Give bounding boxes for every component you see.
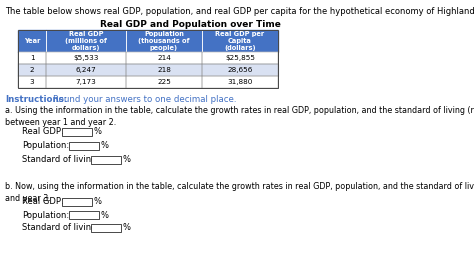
Bar xyxy=(126,64,202,76)
Text: 31,880: 31,880 xyxy=(228,79,253,85)
Bar xyxy=(126,52,202,64)
Text: Real GDP:: Real GDP: xyxy=(22,198,64,206)
Text: Real GDP per
Capita
(dollars): Real GDP per Capita (dollars) xyxy=(216,31,264,51)
Text: b. Now, using the information in the table, calculate the growth rates in real G: b. Now, using the information in the tab… xyxy=(5,182,474,203)
Text: 2: 2 xyxy=(30,67,34,73)
Text: Population
(thousands of
people): Population (thousands of people) xyxy=(138,31,190,51)
Text: Population:: Population: xyxy=(22,210,69,219)
Text: %: % xyxy=(101,210,109,219)
Bar xyxy=(46,76,126,88)
Text: Population:: Population: xyxy=(22,142,69,151)
Bar xyxy=(18,76,46,88)
Text: Real GDP and Population over Time: Real GDP and Population over Time xyxy=(100,20,281,29)
Bar xyxy=(18,52,46,64)
Bar xyxy=(202,30,278,52)
Bar xyxy=(46,64,126,76)
Bar xyxy=(126,76,202,88)
Text: 28,656: 28,656 xyxy=(228,67,253,73)
Text: The table below shows real GDP, population, and real GDP per capita for the hypo: The table below shows real GDP, populati… xyxy=(5,7,474,16)
Text: Instructions:: Instructions: xyxy=(5,95,67,104)
Bar xyxy=(91,224,121,232)
Text: 214: 214 xyxy=(157,55,171,61)
Bar xyxy=(18,76,46,88)
Text: 1: 1 xyxy=(30,55,34,61)
Bar xyxy=(62,198,92,206)
Bar xyxy=(126,52,202,64)
Bar xyxy=(46,64,126,76)
Text: Real GDP:: Real GDP: xyxy=(22,128,64,136)
Bar xyxy=(126,30,202,52)
Text: $25,855: $25,855 xyxy=(225,55,255,61)
Text: 7,173: 7,173 xyxy=(76,79,96,85)
Bar xyxy=(126,30,202,52)
Bar xyxy=(18,64,46,76)
Bar xyxy=(202,30,278,52)
Bar xyxy=(18,64,46,76)
Text: 6,247: 6,247 xyxy=(76,67,96,73)
Text: %: % xyxy=(94,198,102,206)
Bar xyxy=(46,76,126,88)
Bar xyxy=(202,52,278,64)
Text: a. Using the information in the table, calculate the growth rates in real GDP, p: a. Using the information in the table, c… xyxy=(5,106,474,127)
Bar xyxy=(18,52,46,64)
Bar xyxy=(202,76,278,88)
Bar xyxy=(18,30,46,52)
Bar xyxy=(69,211,99,219)
Bar xyxy=(46,52,126,64)
Text: 3: 3 xyxy=(30,79,34,85)
Bar xyxy=(46,30,126,52)
Bar xyxy=(202,76,278,88)
Text: 225: 225 xyxy=(157,79,171,85)
Bar xyxy=(91,156,121,164)
Text: Standard of living:: Standard of living: xyxy=(22,155,99,164)
Bar xyxy=(18,30,278,88)
Bar xyxy=(18,30,46,52)
Text: %: % xyxy=(94,128,102,136)
Bar xyxy=(46,30,126,52)
Text: Round your answers to one decimal place.: Round your answers to one decimal place. xyxy=(53,95,237,104)
Text: %: % xyxy=(123,223,131,233)
Bar xyxy=(202,64,278,76)
Text: Year: Year xyxy=(24,38,40,44)
Bar xyxy=(202,64,278,76)
Bar xyxy=(202,52,278,64)
Text: %: % xyxy=(101,142,109,151)
Text: 218: 218 xyxy=(157,67,171,73)
Bar xyxy=(46,52,126,64)
Text: $5,533: $5,533 xyxy=(73,55,99,61)
Text: Standard of living:: Standard of living: xyxy=(22,223,99,233)
Text: Real GDP
(millions of
dollars): Real GDP (millions of dollars) xyxy=(65,31,107,51)
Bar xyxy=(69,142,99,150)
Bar xyxy=(126,76,202,88)
Bar xyxy=(126,64,202,76)
Bar xyxy=(62,128,92,136)
Text: %: % xyxy=(123,155,131,164)
